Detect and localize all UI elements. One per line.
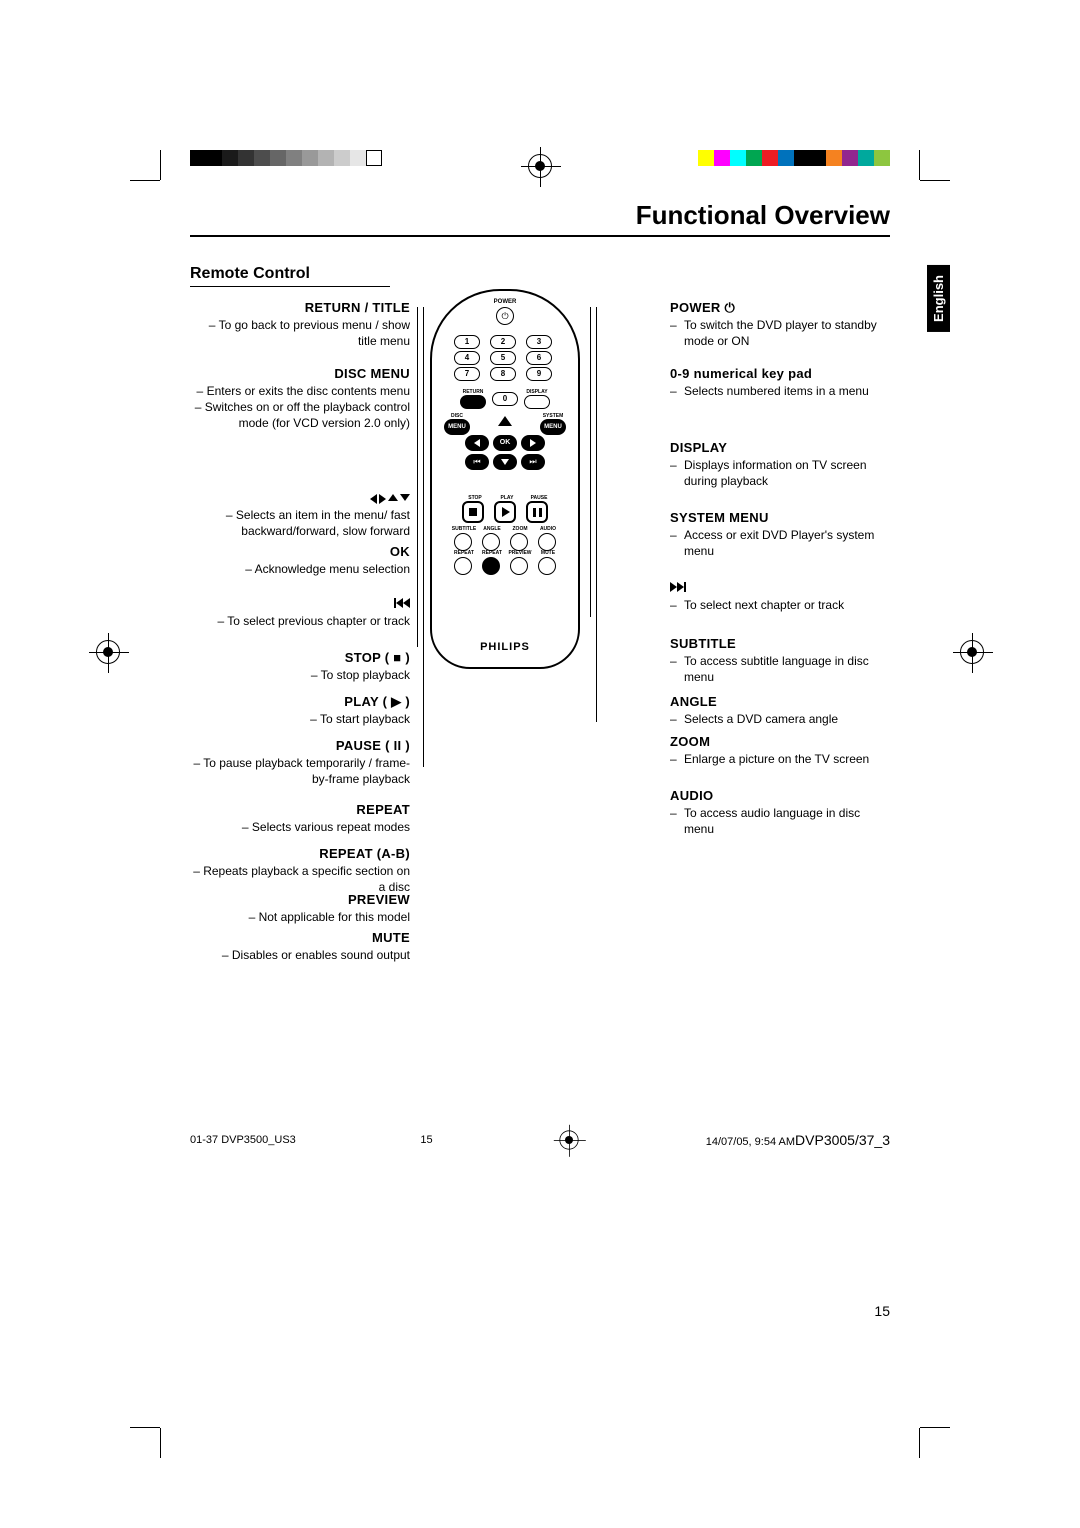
numpad-6: 6 xyxy=(526,351,552,365)
callout-item: PREVIEWNot applicable for this model xyxy=(190,891,410,925)
callout-item: To select next chapter or track xyxy=(670,579,890,613)
crop-mark xyxy=(130,1398,160,1428)
nav-down-icon xyxy=(493,454,517,470)
return-label: RETURN xyxy=(460,389,486,395)
callout-line xyxy=(596,307,597,722)
numpad-9: 9 xyxy=(526,367,552,381)
power-button-icon: ⏻ xyxy=(496,307,514,325)
footer: 01-37 DVP3500_US3 15 14/07/05, 9:54 AMDV… xyxy=(190,1128,890,1152)
callout-item: OKAcknowledge menu selection xyxy=(190,543,410,577)
numpad-5: 5 xyxy=(490,351,516,365)
navigation-cluster: OK ⏮ ⏭ xyxy=(450,435,560,473)
display-button xyxy=(524,395,550,409)
row-return-zero-display: RETURN 0 DISPLAY xyxy=(460,389,550,409)
skip-next-icon: ⏭ xyxy=(521,454,545,470)
system-menu-button: MENU xyxy=(540,419,566,435)
title-rule: Functional Overview xyxy=(190,200,890,237)
callout-item: DISPLAYDisplays information on TV screen… xyxy=(670,439,890,489)
numpad-4: 4 xyxy=(454,351,480,365)
skip-prev-icon: ⏮ xyxy=(465,454,489,470)
crop-mark xyxy=(920,1398,950,1428)
callout-item: SYSTEM MENUAccess or exit DVD Player's s… xyxy=(670,509,890,559)
menu-row: DISCMENU SYSTEMMENU xyxy=(432,413,578,435)
callout-item: REPEATSelects various repeat modes xyxy=(190,801,410,835)
numpad-zero: 0 xyxy=(492,392,518,406)
callout-item: 0-9 numerical key padSelects numbered it… xyxy=(670,365,890,399)
footer-timestamp: 14/07/05, 9:54 AM xyxy=(706,1136,795,1148)
callout-item: SUBTITLETo access subtitle language in d… xyxy=(670,635,890,685)
fn-zoom xyxy=(510,533,528,551)
grayscale-swatches xyxy=(190,150,382,166)
nav-right-icon xyxy=(521,435,545,451)
pause-button-icon xyxy=(526,501,548,523)
fn-preview-2 xyxy=(510,557,528,575)
function-row-2 xyxy=(454,557,556,575)
title-button xyxy=(460,395,486,409)
up-arrow-icon xyxy=(498,416,512,426)
fn-repeat-0 xyxy=(454,557,472,575)
disc-menu-button: MENU xyxy=(444,419,470,435)
crop-mark xyxy=(130,180,160,210)
side-registration-target xyxy=(96,640,120,664)
subtitle-rule: Remote Control xyxy=(190,265,390,287)
numpad-8: 8 xyxy=(490,367,516,381)
page-number: 15 xyxy=(874,1303,890,1319)
callout-item: REPEAT (A-B)Repeats playback a specific … xyxy=(190,845,410,895)
callout-item: POWER ⏻To switch the DVD player to stand… xyxy=(670,299,890,349)
play-button-icon xyxy=(494,501,516,523)
callout-line xyxy=(417,307,418,647)
function-row-1 xyxy=(454,533,556,551)
fn-mute-3 xyxy=(538,557,556,575)
stop-button-icon xyxy=(462,501,484,523)
transport-row xyxy=(462,501,548,523)
numpad-2: 2 xyxy=(490,335,516,349)
callout-item: DISC MENUEnters or exits the disc conten… xyxy=(190,365,410,431)
power-label: POWER xyxy=(432,299,578,305)
callout-item: PLAY ( ▶ )To start playback xyxy=(190,693,410,727)
callout-item: ANGLESelects a DVD camera angle xyxy=(670,693,890,727)
registration-marks xyxy=(0,150,1080,190)
footer-right: 14/07/05, 9:54 AMDVP3005/37_3 xyxy=(706,1132,890,1148)
nav-left-icon xyxy=(465,435,489,451)
brand-label: PHILIPS xyxy=(432,641,578,653)
footer-registration-target xyxy=(557,1128,581,1152)
section-subtitle: Remote Control xyxy=(190,265,390,283)
footer-left: 01-37 DVP3500_US3 xyxy=(190,1134,296,1146)
callout-item: MUTEDisables or enables sound output xyxy=(190,929,410,963)
footer-center-pagenum: 15 xyxy=(420,1134,432,1146)
fn-repeat-1 xyxy=(482,557,500,575)
remote-illustration: POWER ⏻ 123 456 789 RETURN 0 DISPLAY DISCM… xyxy=(430,289,580,669)
side-registration-target xyxy=(960,640,984,664)
numpad-7: 7 xyxy=(454,367,480,381)
fn-angle xyxy=(482,533,500,551)
callout-item: AUDIOTo access audio language in disc me… xyxy=(670,787,890,837)
callout-item: Selects an item in the menu/ fast backwa… xyxy=(190,489,410,539)
callout-item: RETURN / TITLETo go back to previous men… xyxy=(190,299,410,349)
color-swatches xyxy=(698,150,890,166)
callout-item: PAUSE ( II )To pause playback temporaril… xyxy=(190,737,410,787)
ok-button: OK xyxy=(493,435,517,451)
page-content: Functional Overview English Remote Contr… xyxy=(190,200,890,1029)
page-title: Functional Overview xyxy=(190,200,890,231)
callout-item: STOP ( ■ )To stop playback xyxy=(190,649,410,683)
remote-diagram: RETURN / TITLETo go back to previous men… xyxy=(190,299,890,1029)
callout-item: ZOOMEnlarge a picture on the TV screen xyxy=(670,733,890,767)
fn-subtitle xyxy=(454,533,472,551)
language-tab: English xyxy=(927,265,950,332)
center-registration-target xyxy=(528,154,552,178)
fn-audio xyxy=(538,533,556,551)
numeric-keypad: 123 456 789 xyxy=(454,335,556,381)
callout-line xyxy=(590,307,591,617)
callout-line xyxy=(423,307,424,767)
display-label: DISPLAY xyxy=(524,389,550,395)
numpad-3: 3 xyxy=(526,335,552,349)
numpad-1: 1 xyxy=(454,335,480,349)
callout-item: To select previous chapter or track xyxy=(190,595,410,629)
footer-doc-code: DVP3005/37_3 xyxy=(795,1132,890,1148)
crop-mark xyxy=(920,180,950,210)
